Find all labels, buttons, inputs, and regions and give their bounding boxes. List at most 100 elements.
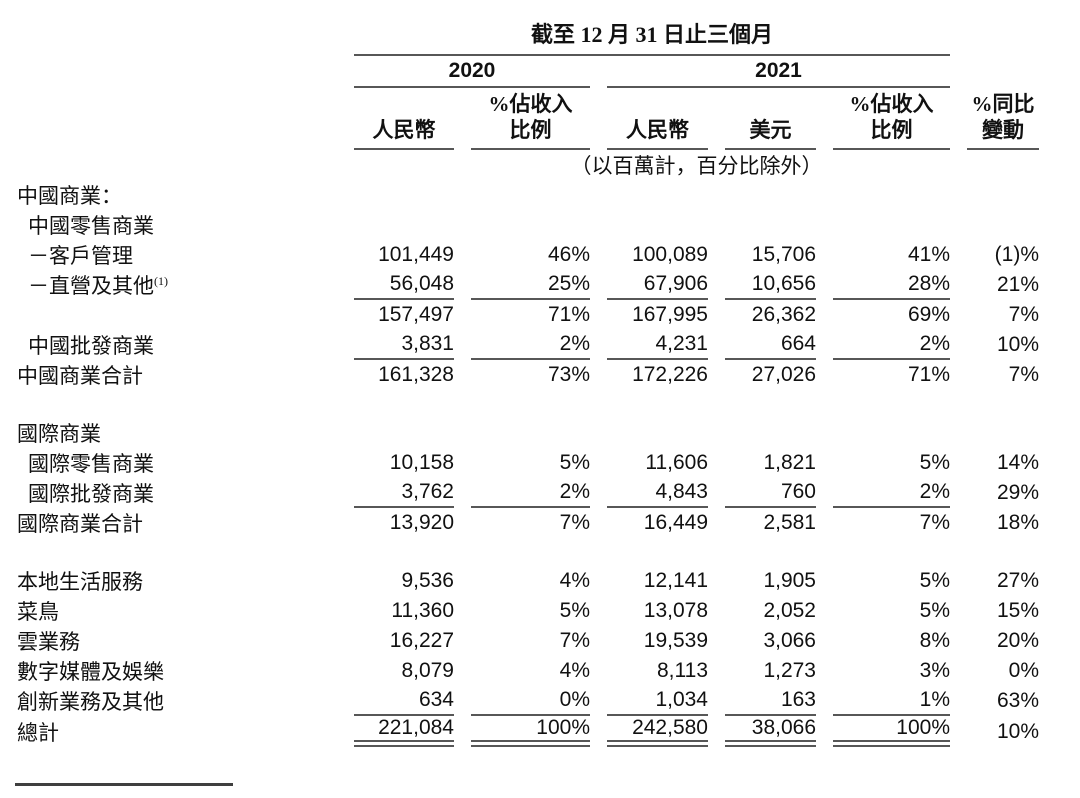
- row-label: 中國商業合計: [17, 364, 143, 388]
- value-cell: [354, 180, 454, 210]
- value-cell: 28%: [833, 270, 950, 300]
- column-header-rmb-2020: 人民幣: [354, 88, 454, 150]
- row-label: 數字媒體及娛樂: [17, 660, 164, 684]
- value-cell: 1,821: [763, 451, 816, 474]
- row-label: 創新業務及其他: [17, 690, 164, 714]
- row-label: 雲業務: [17, 630, 80, 654]
- row-label: 國際零售商業: [28, 452, 154, 476]
- empty-cell: [17, 150, 337, 180]
- value-cell: 29%: [996, 481, 1039, 504]
- value-cell: [354, 418, 454, 448]
- spacer-cell: [17, 390, 1039, 418]
- unit-note-row: （以百萬計，百分比除外）: [17, 150, 1039, 180]
- value-cell: 8,113: [657, 659, 708, 682]
- row-label: 總計: [17, 720, 59, 745]
- value-cell: 5%: [559, 451, 590, 474]
- table-row: －客戶管理 101,449 46% 100,089 15,706 41% (1)%: [17, 240, 1039, 270]
- table-body: 中國商業： 中國零售商業 －客戶管理 101,449 46% 100,089 15,706 4…: [17, 180, 1039, 747]
- value-cell: 2%: [471, 478, 590, 508]
- value-cell: 2%: [471, 330, 590, 360]
- value-cell: 163: [725, 686, 816, 716]
- empty-cell: [967, 56, 1039, 88]
- value-cell: 664: [725, 330, 816, 360]
- column-header-pct-revenue-2021: %佔收入 比例: [833, 88, 950, 150]
- value-cell: 10%: [996, 719, 1039, 743]
- table-row: 國際商業合計 13,920 7% 16,449 2,581 7% 18%: [17, 508, 1039, 538]
- row-label: 國際批發商業: [28, 482, 154, 506]
- table-row: 中國商業合計 161,328 73% 172,226 27,026 71% 7%: [17, 360, 1039, 390]
- unit-note: （以百萬計，百分比除外）: [570, 154, 823, 178]
- value-cell: 46%: [547, 243, 590, 266]
- value-cell: 1,905: [763, 569, 816, 592]
- value-cell: 8,079: [401, 659, 454, 682]
- table-row: 菜鳥 11,360 5% 13,078 2,052 5% 15%: [17, 596, 1039, 626]
- spacer-row: [17, 538, 1039, 566]
- value-cell: 0%: [1008, 659, 1039, 682]
- value-cell: 10%: [996, 333, 1039, 356]
- table-row: 157,497 71% 167,995 26,362 69% 7%: [17, 300, 1039, 330]
- financial-table: 截至 12 月 31 日止三個月 2020 2021 人民幣 %佔收入 比例 人…: [0, 12, 1056, 747]
- value-cell: 5%: [919, 599, 950, 622]
- value-cell: 221,084: [354, 716, 454, 747]
- value-cell: 242,580: [607, 716, 708, 747]
- table-row: 數字媒體及娛樂 8,079 4% 8,113 1,273 3% 0%: [17, 656, 1039, 686]
- value-cell: [967, 180, 1039, 210]
- value-cell: 7%: [559, 629, 590, 652]
- value-cell: 5%: [919, 569, 950, 592]
- value-cell: 100,089: [632, 243, 708, 266]
- value-cell: 172,226: [632, 363, 708, 386]
- value-cell: 760: [725, 478, 816, 508]
- value-cell: 67,906: [607, 270, 708, 300]
- value-cell: 56,048: [354, 270, 454, 300]
- spacer-cell: [17, 538, 1039, 566]
- value-cell: 1,034: [607, 686, 708, 716]
- empty-cell: [967, 12, 1039, 56]
- value-cell: 20%: [996, 629, 1039, 652]
- value-cell: 2%: [833, 478, 950, 508]
- period-title-row: 截至 12 月 31 日止三個月: [17, 12, 1039, 56]
- year-2020-header: 2020: [354, 56, 590, 88]
- table-row: 中國商業：: [17, 180, 1039, 210]
- value-cell: 3,066: [763, 629, 816, 652]
- period-title: 截至 12 月 31 日止三個月: [354, 12, 950, 56]
- row-label: [17, 300, 337, 330]
- row-label: －直營及其他(1): [28, 274, 168, 298]
- value-cell: [471, 418, 590, 448]
- value-cell: 73%: [547, 363, 590, 386]
- value-cell: 69%: [907, 303, 950, 326]
- table-row: 總計 221,084 100% 242,580 38,066 100% 10%: [17, 716, 1039, 747]
- value-cell: [725, 180, 816, 210]
- value-cell: 71%: [547, 303, 590, 326]
- value-cell: 71%: [907, 363, 950, 386]
- column-header-rmb-2021: 人民幣: [607, 88, 708, 150]
- row-label: 中國批發商業: [28, 334, 154, 358]
- value-cell: [833, 180, 950, 210]
- column-header-usd-2021: 美元: [725, 88, 816, 150]
- value-cell: [354, 210, 454, 240]
- value-cell: [833, 210, 950, 240]
- value-cell: [967, 418, 1039, 448]
- value-cell: [607, 418, 708, 448]
- table-row: 本地生活服務 9,536 4% 12,141 1,905 5% 27%: [17, 566, 1039, 596]
- value-cell: 4,843: [607, 478, 708, 508]
- table-row: －直營及其他(1) 56,048 25% 67,906 10,656 28% 21%: [17, 270, 1039, 300]
- value-cell: [725, 418, 816, 448]
- footnote-separator-line: [15, 783, 233, 786]
- spacer-row: [17, 390, 1039, 418]
- value-cell: 19,539: [643, 629, 708, 652]
- value-cell: 8%: [919, 629, 950, 652]
- table-row: 國際商業: [17, 418, 1039, 448]
- value-cell: 15,706: [751, 243, 816, 266]
- value-cell: 7%: [559, 511, 590, 534]
- value-cell: 9,536: [401, 569, 454, 592]
- row-label: 菜鳥: [17, 600, 59, 624]
- footnote-marker: (1): [154, 274, 168, 288]
- value-cell: 2%: [833, 330, 950, 360]
- year-2021-header: 2021: [607, 56, 950, 88]
- value-cell: 18%: [996, 511, 1039, 534]
- value-cell: 5%: [919, 451, 950, 474]
- value-cell: (1)%: [994, 243, 1039, 266]
- row-label: 本地生活服務: [17, 570, 143, 594]
- row-label: 國際商業: [17, 422, 101, 446]
